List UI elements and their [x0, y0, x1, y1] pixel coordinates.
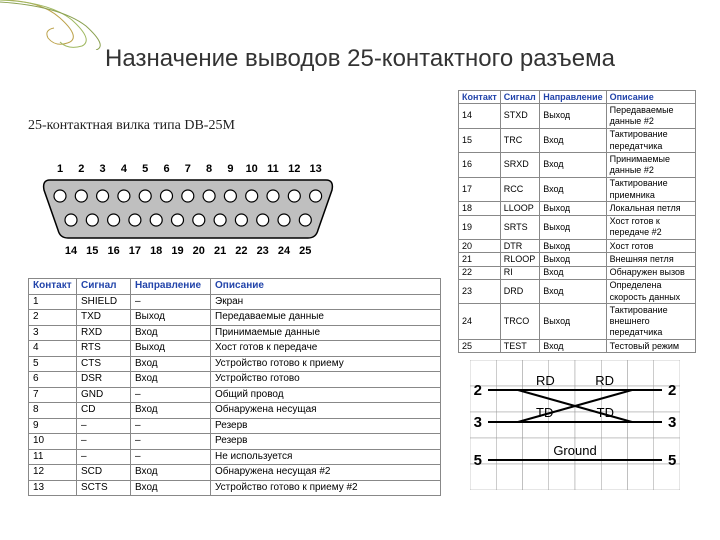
svg-text:1: 1: [57, 163, 63, 175]
svg-text:24: 24: [278, 245, 291, 257]
table-row: 16SRXDВходПринимаемые данные #2: [459, 153, 696, 178]
svg-text:15: 15: [86, 245, 98, 257]
svg-text:3: 3: [668, 414, 676, 431]
page-title: Назначение выводов 25-контактного разъем…: [0, 45, 720, 73]
svg-text:18: 18: [150, 245, 162, 257]
table-row: 25TESTВходТестовый режим: [459, 340, 696, 353]
col-header-sig: Сигнал: [77, 279, 131, 295]
svg-text:20: 20: [193, 245, 205, 257]
table-row: 4RTSВыходХост готов к передаче: [29, 341, 441, 357]
svg-text:2: 2: [668, 382, 676, 399]
svg-text:8: 8: [206, 163, 212, 175]
table-row: 24TRCOВыходТактирование внешнего передат…: [459, 304, 696, 340]
svg-text:5: 5: [142, 163, 148, 175]
col-header-sig: Сигнал: [500, 91, 539, 104]
svg-text:10: 10: [246, 163, 258, 175]
col-header-dir: Направление: [540, 91, 606, 104]
table-row: 14STXDВыходПередаваемые данные #2: [459, 104, 696, 129]
svg-text:22: 22: [235, 245, 247, 257]
svg-text:16: 16: [107, 245, 119, 257]
table-row: 18LLOOPВыходЛокальная петля: [459, 202, 696, 215]
svg-text:TD: TD: [597, 405, 614, 420]
table-row: 23DRDВходОпределена скорость данных: [459, 279, 696, 304]
table-row: 8CDВходОбнаружена несущая: [29, 403, 441, 419]
svg-text:7: 7: [185, 163, 191, 175]
svg-text:5: 5: [668, 452, 676, 469]
table-row: 21RLOOPВыходВнешняя петля: [459, 253, 696, 266]
decorative-swirl: [0, 0, 140, 50]
table-row: 7GND–Общий провод: [29, 387, 441, 403]
svg-text:RD: RD: [536, 373, 555, 388]
svg-text:9: 9: [227, 163, 233, 175]
table-row: 12SCDВходОбнаружена несущая #2: [29, 465, 441, 481]
table-row: 13SCTSВходУстройство готово к приему #2: [29, 480, 441, 496]
table-row: 2TXDВыходПередаваемые данные: [29, 310, 441, 326]
col-header-pin: Контакт: [459, 91, 501, 104]
table-row: 20DTRВыходХост готов: [459, 240, 696, 253]
col-header-desc: Описание: [606, 91, 695, 104]
svg-text:21: 21: [214, 245, 226, 257]
null-modem-diagram: 2 2 3 3 5 5 RD RD TD TD Ground: [470, 360, 680, 490]
pinout-table-1-13: КонтактСигналНаправлениеОписание1SHIELD–…: [28, 278, 456, 496]
svg-text:17: 17: [129, 245, 141, 257]
svg-text:3: 3: [474, 414, 482, 431]
svg-text:Ground: Ground: [553, 443, 596, 458]
col-header-pin: Контакт: [29, 279, 77, 295]
svg-text:14: 14: [65, 245, 78, 257]
svg-text:6: 6: [163, 163, 169, 175]
pinout-table-14-25: КонтактСигналНаправлениеОписание14STXDВы…: [458, 90, 696, 353]
svg-text:TD: TD: [536, 405, 553, 420]
table-row: 6DSRВходУстройство готово: [29, 372, 441, 388]
svg-text:25: 25: [299, 245, 311, 257]
col-header-dir: Направление: [131, 279, 211, 295]
table-row: 5CTSВходУстройство готово к приему: [29, 356, 441, 372]
svg-text:3: 3: [100, 163, 106, 175]
svg-text:2: 2: [78, 163, 84, 175]
table-row: 19SRTSВыходХост готов к передаче #2: [459, 215, 696, 240]
col-header-desc: Описание: [211, 279, 441, 295]
svg-text:11: 11: [267, 163, 279, 175]
table-row: 11––Не используется: [29, 449, 441, 465]
table-row: 3RXDВходПринимаемые данные: [29, 325, 441, 341]
table-row: 10––Резерв: [29, 434, 441, 450]
table-row: 9––Резерв: [29, 418, 441, 434]
svg-text:12: 12: [288, 163, 300, 175]
db25-connector-diagram: 1234567891011121314151617181920212223242…: [38, 150, 338, 260]
table-row: 22RIВходОбнаружен вызов: [459, 266, 696, 279]
svg-text:5: 5: [474, 452, 482, 469]
svg-text:2: 2: [474, 382, 482, 399]
svg-text:13: 13: [309, 163, 321, 175]
subtitle: 25-контактная вилка типа DB-25M: [28, 118, 235, 134]
table-row: 1SHIELD–Экран: [29, 294, 441, 310]
svg-text:RD: RD: [595, 373, 614, 388]
svg-text:19: 19: [171, 245, 183, 257]
table-row: 15TRCВходТактирование передатчика: [459, 128, 696, 153]
svg-text:23: 23: [257, 245, 269, 257]
svg-text:4: 4: [121, 163, 128, 175]
table-row: 17RCCВходТактирование приемника: [459, 177, 696, 202]
